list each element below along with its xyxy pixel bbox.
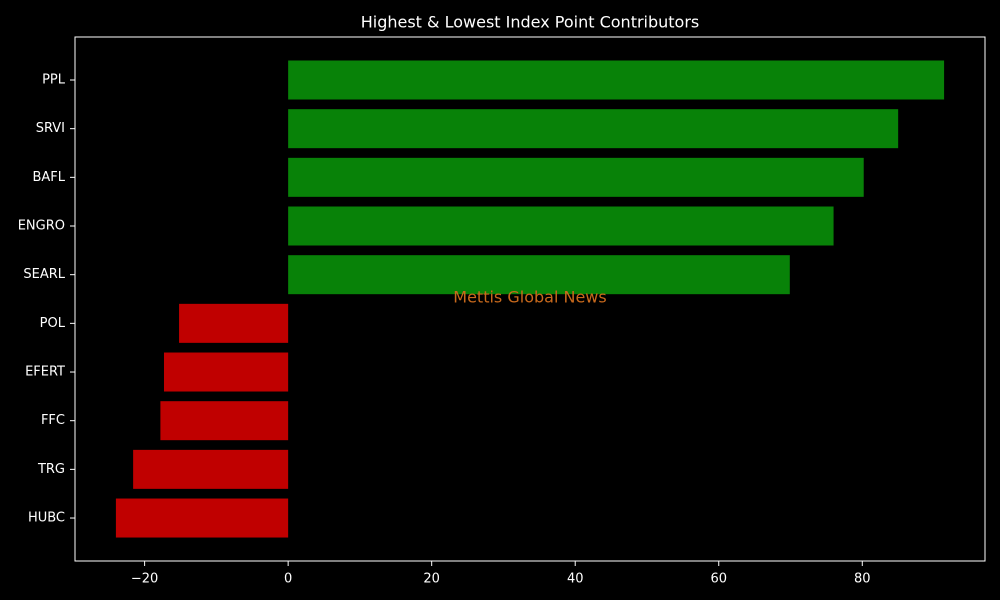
y-tick-label: SEARL — [23, 267, 65, 282]
y-tick-label: ENGRO — [18, 219, 65, 234]
bar — [160, 401, 289, 441]
bar — [288, 60, 945, 100]
bar — [163, 352, 289, 392]
y-tick-label: TRG — [37, 462, 65, 477]
x-tick-label: 20 — [423, 572, 440, 587]
y-tick-label: PPL — [42, 73, 66, 88]
x-tick-label: 80 — [854, 572, 871, 587]
bar — [288, 206, 834, 246]
x-tick-label: 0 — [284, 572, 292, 587]
chart-title: Highest & Lowest Index Point Contributor… — [361, 13, 700, 32]
bar — [288, 157, 864, 197]
x-tick-label: −20 — [131, 572, 158, 587]
y-tick-label: EFERT — [25, 365, 65, 380]
plot-frame — [74, 36, 986, 562]
y-tick-label: FFC — [41, 413, 65, 428]
x-tick-label: 60 — [710, 572, 727, 587]
bar — [179, 303, 289, 343]
bar — [288, 109, 899, 149]
x-tick-label: 40 — [567, 572, 584, 587]
bar — [133, 449, 289, 489]
bar — [288, 255, 790, 295]
y-tick-label: POL — [40, 316, 66, 331]
y-tick-label: BAFL — [32, 170, 65, 185]
bar — [115, 498, 289, 538]
y-tick-label: SRVI — [36, 121, 65, 136]
watermark: Mettis Global News — [453, 288, 606, 307]
y-tick-label: HUBC — [28, 511, 65, 526]
